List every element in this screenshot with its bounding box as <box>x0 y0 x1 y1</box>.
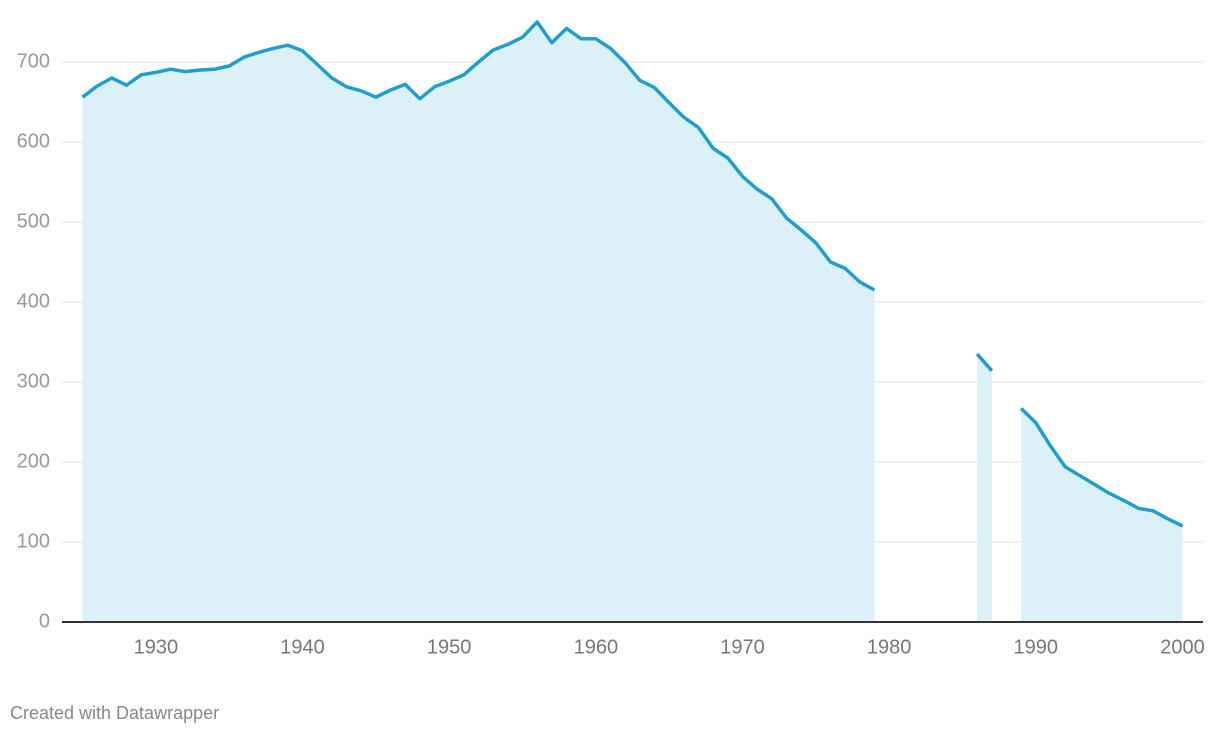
footer: Created with Datawrapper <box>10 703 219 723</box>
y-tick-label: 0 <box>39 610 50 632</box>
area <box>82 22 1183 622</box>
x-tick-label: 1950 <box>427 636 472 658</box>
y-tick-label: 700 <box>17 50 50 72</box>
y-tick-label: 400 <box>17 290 50 312</box>
x-tick-label: 1960 <box>574 636 619 658</box>
x-tick-label: 1990 <box>1014 636 1059 658</box>
x-tick-label: 1970 <box>720 636 765 658</box>
x-tick-label: 1940 <box>280 636 325 658</box>
y-tick-label: 500 <box>17 210 50 232</box>
y-tick-label: 600 <box>17 130 50 152</box>
y-tick-label: 300 <box>17 370 50 392</box>
x-tick-label: 1930 <box>134 636 179 658</box>
y-tick-label: 200 <box>17 450 50 472</box>
x-tick-label: 2000 <box>1160 636 1205 658</box>
x-tick-label: 1980 <box>867 636 912 658</box>
y-tick-label: 100 <box>17 530 50 552</box>
line <box>81 20 1184 528</box>
